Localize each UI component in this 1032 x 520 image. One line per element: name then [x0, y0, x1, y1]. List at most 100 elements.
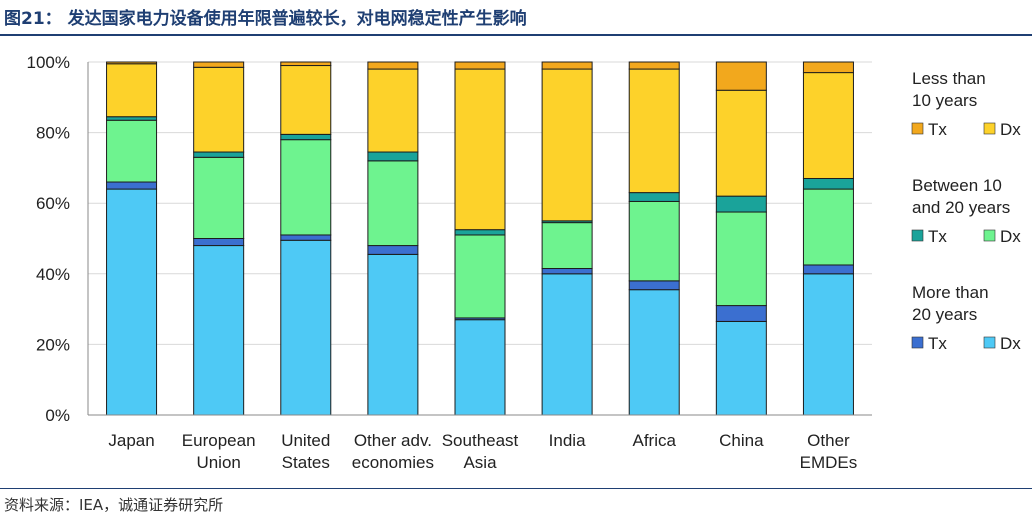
y-tick-label: 80%	[36, 124, 70, 143]
y-tick-label: 20%	[36, 335, 70, 354]
bar-segment-b1020-dx	[367, 160, 419, 247]
x-tick-label: Southeast	[442, 431, 519, 450]
bar-segment-gt20-tx	[541, 268, 593, 275]
x-tick-label: Asia	[463, 453, 497, 472]
bar-segment-lt10-dx	[106, 63, 158, 118]
bar-segment-gt20-dx	[628, 289, 680, 416]
bar-segment-b1020-tx	[802, 177, 854, 190]
legend-group: More than 20 years Tx Dx	[911, 283, 1021, 353]
source-note: 资料来源：IEA，诚通证券研究所	[4, 496, 224, 514]
bars-layer	[106, 61, 854, 416]
bar-segment-b1020-tx	[454, 229, 506, 236]
x-tick-label: Other adv.	[354, 431, 432, 450]
legend-label: Tx	[928, 227, 947, 246]
legend-group-title: Less than	[912, 69, 986, 88]
legend-group-title: Between 10	[912, 176, 1002, 195]
x-tick-label: EMDEs	[800, 453, 858, 472]
y-tick-label: 0%	[45, 406, 70, 425]
y-tick-label: 40%	[36, 265, 70, 284]
bar-stack	[715, 61, 767, 416]
bar-stack	[454, 61, 506, 416]
bar-segment-b1020-tx	[280, 133, 332, 141]
bar-stack	[802, 61, 854, 416]
bar-stack	[106, 61, 158, 416]
bar-segment-b1020-tx	[628, 192, 680, 202]
bar-stack	[193, 61, 245, 416]
legend-label: Dx	[1000, 334, 1021, 353]
bar-stack	[280, 61, 332, 416]
bar-segment-lt10-dx	[193, 66, 245, 153]
bar-segment-lt10-tx	[454, 61, 506, 70]
bar-stack	[541, 61, 593, 416]
x-tick-label: States	[282, 453, 330, 472]
bar-segment-lt10-dx	[628, 68, 680, 194]
bar-segment-gt20-dx	[802, 273, 854, 416]
bar-segment-lt10-tx	[280, 61, 332, 67]
bar-segment-lt10-dx	[802, 72, 854, 179]
bar-segment-lt10-dx	[715, 89, 767, 197]
bar-segment-gt20-tx	[715, 305, 767, 322]
y-tick-label: 100%	[27, 53, 70, 72]
bar-segment-gt20-tx	[802, 264, 854, 275]
bar-segment-b1020-tx	[106, 116, 158, 121]
legend-group-title: and 20 years	[912, 198, 1010, 217]
bar-segment-gt20-dx	[715, 320, 767, 416]
bar-segment-lt10-dx	[541, 68, 593, 222]
bar-segment-lt10-tx	[541, 61, 593, 70]
legend-group: Less than 10 years Tx Dx	[911, 69, 1021, 139]
bar-segment-gt20-dx	[367, 253, 419, 416]
bar-segment-lt10-tx	[367, 61, 419, 70]
bar-segment-lt10-tx	[715, 61, 767, 91]
x-tick-label: India	[549, 431, 586, 450]
legend-swatch	[911, 122, 924, 135]
axis-layer: 0% 20% 40% 60% 80% 100% Japan European Union Unit…	[27, 53, 872, 472]
x-tick-label: United	[281, 431, 330, 450]
bar-segment-b1020-tx	[193, 151, 245, 158]
figure-title: 图21： 发达国家电力设备使用年限普遍较长，对电网稳定性产生影响	[4, 9, 527, 29]
bar-segment-lt10-tx	[193, 61, 245, 68]
bar-segment-b1020-dx	[280, 139, 332, 236]
bar-segment-b1020-dx	[541, 222, 593, 270]
bar-segment-b1020-dx	[193, 156, 245, 239]
bar-segment-lt10-tx	[106, 61, 158, 65]
x-tick-label: Other	[807, 431, 850, 450]
title-divider	[0, 34, 1032, 36]
bar-segment-b1020-dx	[454, 234, 506, 319]
bar-stack	[367, 61, 419, 416]
bar-segment-gt20-tx	[628, 280, 680, 291]
bar-segment-gt20-tx	[280, 234, 332, 241]
legend-swatch	[911, 229, 924, 242]
bar-stack	[628, 61, 680, 416]
bar-segment-lt10-dx	[280, 65, 332, 135]
legend-label: Dx	[1000, 120, 1021, 139]
legend: Less than 10 years Tx Dx Between 10 and 20 ye…	[911, 69, 1021, 353]
legend-group-title: More than	[912, 283, 989, 302]
legend-swatch	[983, 336, 996, 349]
bar-segment-b1020-dx	[628, 200, 680, 282]
x-tick-label: European	[182, 431, 256, 450]
bar-segment-gt20-dx	[280, 239, 332, 416]
x-tick-label: Japan	[108, 431, 154, 450]
bar-segment-lt10-dx	[367, 68, 419, 153]
legend-swatch	[911, 336, 924, 349]
bar-segment-lt10-tx	[802, 61, 854, 74]
legend-label: Tx	[928, 334, 947, 353]
x-tick-label: Africa	[632, 431, 676, 450]
bar-segment-gt20-tx	[367, 245, 419, 255]
bar-segment-gt20-dx	[193, 245, 245, 416]
bar-segment-gt20-tx	[193, 238, 245, 247]
bar-segment-b1020-dx	[106, 119, 158, 183]
footer-divider	[0, 488, 1032, 489]
bar-segment-b1020-tx	[715, 195, 767, 213]
bar-segment-gt20-dx	[454, 319, 506, 416]
bar-segment-b1020-tx	[367, 151, 419, 162]
legend-label: Dx	[1000, 227, 1021, 246]
bar-segment-gt20-dx	[106, 188, 158, 416]
legend-swatch	[983, 122, 996, 135]
bar-segment-b1020-dx	[715, 211, 767, 307]
title-bar: 图21： 发达国家电力设备使用年限普遍较长，对电网稳定性产生影响	[0, 0, 1032, 34]
legend-group: Between 10 and 20 years Tx Dx	[911, 176, 1021, 246]
bar-segment-b1020-dx	[802, 188, 854, 266]
bar-segment-gt20-dx	[541, 273, 593, 416]
y-tick-label: 60%	[36, 194, 70, 213]
